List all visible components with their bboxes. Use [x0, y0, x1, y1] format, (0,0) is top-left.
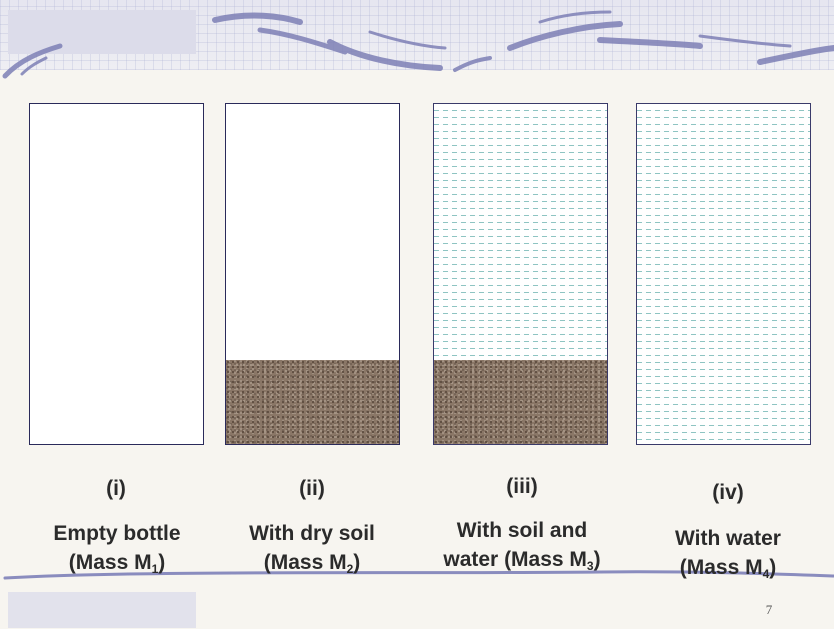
water-fill: [434, 110, 607, 360]
bottle-3-numeral: (iii): [506, 475, 538, 498]
mass-label: (Mass M4): [679, 556, 777, 581]
bottle-4-caption: With water (Mass M4): [630, 524, 826, 582]
bottle-3-caption: With soil and water (Mass M3): [410, 516, 634, 574]
bottle-2-numeral: (ii): [299, 477, 325, 500]
footer-box: [8, 592, 196, 628]
mass-label: (Mass M1): [68, 551, 166, 576]
page-number: 7: [765, 602, 773, 617]
bottle-2-caption: With dry soil (Mass M2): [212, 519, 412, 577]
bottle-water: [636, 103, 811, 445]
caption-line: With water: [675, 527, 781, 550]
bottle-1-numeral: (i): [106, 477, 126, 500]
bottle-1-caption: Empty bottle (Mass M1): [17, 519, 217, 577]
footer-swoosh-line: [3, 570, 834, 580]
mass-label: water (Mass M3): [443, 548, 601, 573]
mass-label: (Mass M2): [263, 551, 361, 576]
caption-line: With dry soil: [249, 522, 375, 545]
caption-line: Empty bottle: [53, 522, 181, 545]
header-swoosh-decoration: [2, 10, 834, 79]
caption-line: With soil and: [456, 519, 588, 542]
bottle-soil-and-water: [433, 103, 608, 445]
header-title-box: [8, 10, 196, 54]
bottle-empty: [29, 103, 204, 445]
soil-fill: [226, 360, 399, 444]
soil-fill: [434, 360, 607, 444]
bottle-4-numeral: (iv): [712, 481, 744, 504]
bottle-dry-soil: [225, 103, 400, 445]
water-fill: [637, 110, 810, 440]
